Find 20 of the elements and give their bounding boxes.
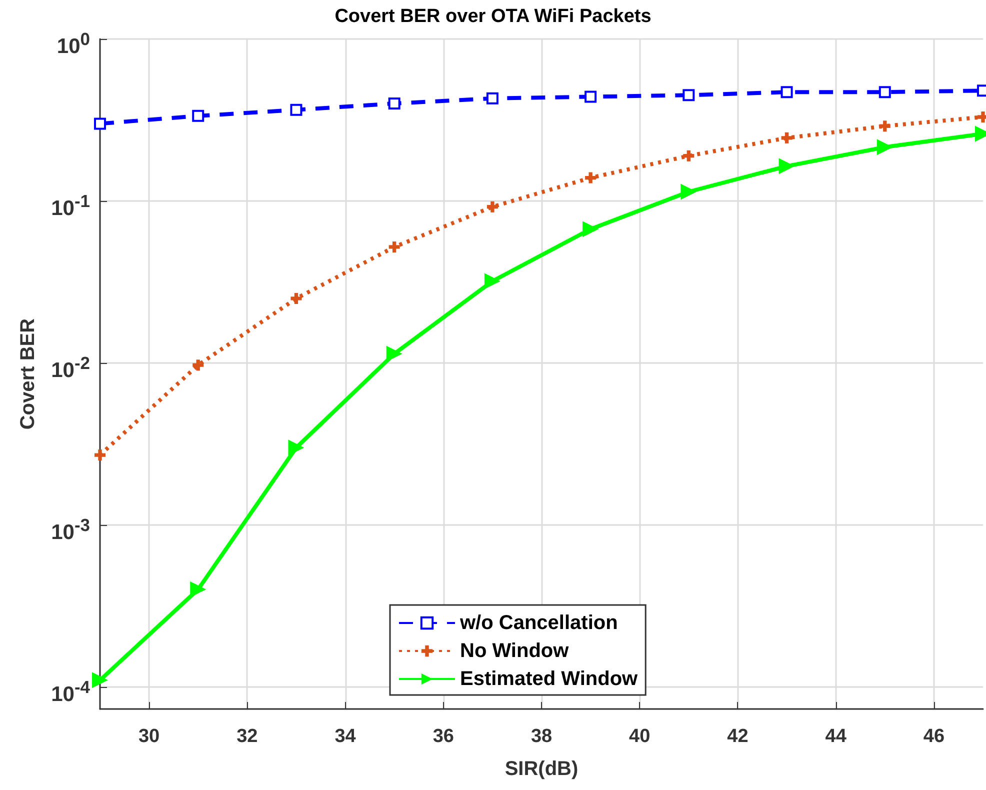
x-tick-label: 36 — [432, 726, 454, 747]
legend-label: No Window — [460, 640, 570, 662]
y-tick-label: 10$^{-4}$ — [51, 676, 90, 706]
y-tick-label: 10$^{-3}$ — [51, 514, 90, 544]
legend-label: Estimated Window — [460, 668, 638, 690]
y-tick-label: 10$^{-2}$ — [51, 352, 90, 382]
x-tick-label: 42 — [727, 726, 748, 747]
x-tick-label: 38 — [530, 726, 552, 747]
y-tick-label: 10$^{0}$ — [56, 28, 90, 58]
legend-label: w/o Cancellation — [459, 612, 618, 634]
x-axis-title: SIR(dB) — [504, 758, 578, 780]
chart-title: Covert BER over OTA WiFi Packets — [334, 6, 652, 27]
x-tick-label: 30 — [138, 726, 160, 747]
x-tick-label: 44 — [825, 726, 847, 747]
y-axis-title: Covert BER — [17, 318, 39, 430]
x-tick-label: 40 — [629, 726, 650, 747]
x-tick-label: 34 — [334, 726, 356, 747]
x-tick-label: 46 — [923, 726, 945, 747]
y-tick-label: 10$^{-1}$ — [51, 190, 90, 220]
x-tick-label: 32 — [236, 726, 258, 747]
